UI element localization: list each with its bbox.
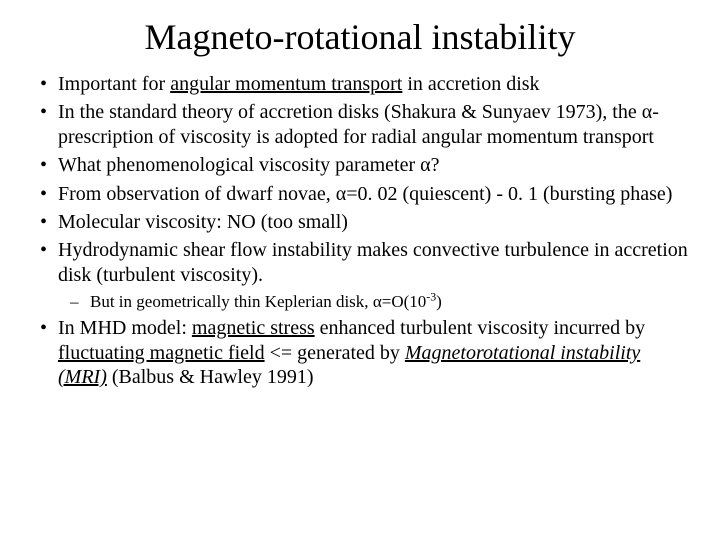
text: in accretion disk	[402, 73, 539, 95]
sub-bullet-list: But in geometrically thin Keplerian disk…	[58, 291, 692, 312]
text: Molecular viscosity: NO (too small)	[58, 211, 348, 233]
bullet-2: In the standard theory of accretion disk…	[58, 100, 692, 149]
alpha-symbol: α	[420, 154, 430, 176]
bullet-3: What phenomenological viscosity paramete…	[58, 153, 692, 177]
text: Important for	[58, 73, 170, 95]
text: What phenomenological viscosity paramete…	[58, 154, 420, 176]
underline-text: magnetic stress	[192, 317, 315, 339]
sub-bullet-1: But in geometrically thin Keplerian disk…	[90, 291, 692, 312]
text: (Balbus & Hawley 1991)	[107, 366, 314, 388]
text: =O(10	[382, 292, 427, 311]
text: ?	[431, 154, 440, 176]
text: enhanced turbulent viscosity incurred by	[315, 317, 645, 339]
bullet-6: Hydrodynamic shear flow instability make…	[58, 238, 692, 312]
text: Hydrodynamic shear flow instability make…	[58, 239, 688, 285]
text: But in geometrically thin Keplerian disk…	[90, 292, 373, 311]
underline-text: fluctuating magnetic field	[58, 342, 265, 364]
text: )	[436, 292, 442, 311]
bullet-7: In MHD model: magnetic stress enhanced t…	[58, 316, 692, 389]
superscript: -3	[426, 289, 436, 303]
text: In the standard theory of accretion disk…	[58, 101, 642, 123]
alpha-symbol: α	[336, 183, 346, 205]
bullet-1: Important for angular momentum transport…	[58, 72, 692, 96]
text: <= generated by	[265, 342, 405, 364]
text: In MHD model:	[58, 317, 192, 339]
bullet-5: Molecular viscosity: NO (too small)	[58, 210, 692, 234]
alpha-symbol: α	[373, 292, 382, 311]
slide: Magneto-rotational instability Important…	[0, 0, 720, 540]
bullet-4: From observation of dwarf novae, α=0. 02…	[58, 182, 692, 206]
text: =0. 02 (quiescent) - 0. 1 (bursting phas…	[346, 183, 672, 205]
underline-text: angular momentum transport	[170, 73, 402, 95]
bullet-list: Important for angular momentum transport…	[28, 72, 692, 390]
alpha-symbol: α	[642, 101, 652, 123]
slide-title: Magneto-rotational instability	[28, 16, 692, 58]
text: From observation of dwarf novae,	[58, 183, 336, 205]
